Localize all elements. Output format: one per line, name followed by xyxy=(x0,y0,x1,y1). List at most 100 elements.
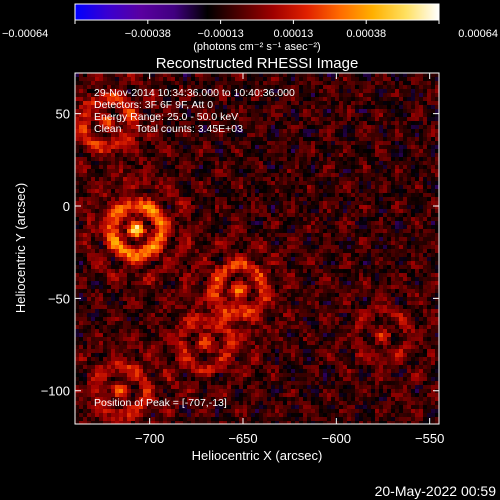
heatmap-pixel xyxy=(391,261,396,266)
heatmap-pixel xyxy=(435,173,439,178)
heatmap-pixel xyxy=(167,201,172,206)
heatmap-pixel xyxy=(371,113,376,118)
heatmap-pixel xyxy=(339,245,344,250)
heatmap-pixel xyxy=(259,141,264,146)
heatmap-pixel xyxy=(191,169,196,174)
heatmap-pixel xyxy=(403,277,408,282)
heatmap-pixel xyxy=(423,233,428,238)
heatmap-pixel xyxy=(343,165,348,170)
heatmap-pixel xyxy=(163,105,168,110)
heatmap-pixel xyxy=(143,281,148,286)
heatmap-pixel xyxy=(259,205,264,210)
heatmap-pixel xyxy=(303,173,308,178)
heatmap-pixel xyxy=(295,233,300,238)
heatmap-pixel xyxy=(171,229,176,234)
heatmap-pixel xyxy=(179,137,184,142)
heatmap-pixel xyxy=(435,109,439,114)
heatmap-pixel xyxy=(83,141,88,146)
heatmap-pixel xyxy=(107,109,112,114)
heatmap-pixel xyxy=(319,193,324,198)
heatmap-pixel xyxy=(359,121,364,126)
heatmap-pixel xyxy=(271,289,276,294)
heatmap-pixel xyxy=(367,201,372,206)
heatmap-pixel xyxy=(207,213,212,218)
heatmap-pixel xyxy=(355,77,360,82)
heatmap-pixel xyxy=(343,137,348,142)
heatmap-pixel xyxy=(107,113,112,118)
heatmap-pixel xyxy=(355,209,360,214)
heatmap-pixel xyxy=(371,205,376,210)
heatmap-pixel xyxy=(171,209,176,214)
heatmap-pixel xyxy=(107,173,112,178)
heatmap-pixel xyxy=(291,209,296,214)
heatmap-pixel xyxy=(419,277,424,282)
heatmap-pixel xyxy=(291,157,296,162)
heatmap-pixel xyxy=(171,73,176,78)
heatmap-pixel xyxy=(247,261,252,266)
heatmap-pixel xyxy=(335,237,340,242)
heatmap-pixel xyxy=(247,265,252,270)
heatmap-pixel xyxy=(311,137,316,142)
heatmap-pixel xyxy=(139,229,144,234)
heatmap-pixel xyxy=(255,237,260,242)
heatmap-pixel xyxy=(83,253,88,258)
heatmap-pixel xyxy=(255,273,260,278)
heatmap-pixel xyxy=(395,269,400,274)
heatmap-pixel xyxy=(363,253,368,258)
heatmap-pixel xyxy=(159,101,164,106)
heatmap-pixel xyxy=(323,253,328,258)
heatmap-pixel xyxy=(103,225,108,230)
heatmap-pixel xyxy=(339,101,344,106)
heatmap-pixel xyxy=(363,125,368,130)
heatmap-pixel xyxy=(355,217,360,222)
heatmap-pixel xyxy=(243,209,248,214)
heatmap-pixel xyxy=(291,101,296,106)
heatmap-pixel xyxy=(323,185,328,190)
heatmap-pixel xyxy=(299,205,304,210)
heatmap-pixel xyxy=(167,241,172,246)
heatmap-pixel xyxy=(347,205,352,210)
heatmap-pixel xyxy=(339,121,344,126)
heatmap-pixel xyxy=(407,169,412,174)
heatmap-pixel xyxy=(323,121,328,126)
heatmap-pixel xyxy=(355,137,360,142)
heatmap-pixel xyxy=(331,113,336,118)
heatmap-pixel xyxy=(223,169,228,174)
heatmap-pixel xyxy=(171,245,176,250)
heatmap-pixel xyxy=(203,237,208,242)
heatmap-pixel xyxy=(419,285,424,290)
heatmap-pixel xyxy=(271,173,276,178)
heatmap-pixel xyxy=(359,181,364,186)
heatmap-pixel xyxy=(259,113,264,118)
heatmap-pixel xyxy=(115,105,120,110)
heatmap-pixel xyxy=(207,225,212,230)
heatmap-pixel xyxy=(207,121,212,126)
heatmap-pixel xyxy=(95,129,100,134)
heatmap-pixel xyxy=(403,185,408,190)
heatmap-pixel xyxy=(267,97,272,102)
heatmap-pixel xyxy=(143,265,148,270)
heatmap-pixel xyxy=(219,149,224,154)
heatmap-pixel xyxy=(111,261,116,266)
heatmap-pixel xyxy=(295,129,300,134)
heatmap-pixel xyxy=(339,161,344,166)
heatmap-pixel xyxy=(431,253,436,258)
heatmap-pixel xyxy=(283,209,288,214)
heatmap-pixel xyxy=(115,245,120,250)
heatmap-pixel xyxy=(343,125,348,130)
heatmap-pixel xyxy=(195,237,200,242)
heatmap-pixel xyxy=(431,233,436,238)
heatmap-pixel xyxy=(303,157,308,162)
heatmap-pixel xyxy=(223,265,228,270)
heatmap-pixel xyxy=(323,269,328,274)
heatmap-pixel xyxy=(143,153,148,158)
heatmap-pixel xyxy=(155,121,160,126)
heatmap-pixel xyxy=(199,97,204,102)
heatmap-pixel xyxy=(199,193,204,198)
heatmap-pixel xyxy=(99,233,104,238)
heatmap-pixel xyxy=(327,173,332,178)
heatmap-pixel xyxy=(279,93,284,98)
heatmap-pixel xyxy=(399,249,404,254)
heatmap-pixel xyxy=(167,205,172,210)
heatmap-pixel xyxy=(347,261,352,266)
